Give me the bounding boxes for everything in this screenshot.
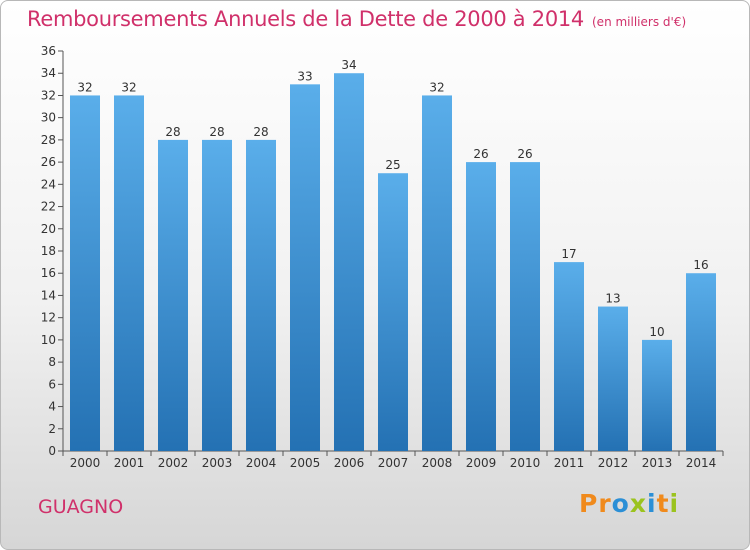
x-tick-label: 2011 [554, 456, 585, 470]
x-tick-label: 2012 [598, 456, 629, 470]
y-tick-label: 24 [41, 177, 56, 191]
y-tick-label: 32 [41, 88, 56, 102]
logo-letter: x [629, 489, 647, 518]
y-tick-label: 36 [41, 44, 56, 58]
y-tick-label: 18 [41, 244, 56, 258]
bar-2003 [202, 139, 232, 451]
x-tick-label: 2004 [246, 456, 277, 470]
bar-2000 [70, 95, 100, 451]
bar-2009 [466, 162, 496, 451]
x-tick-label: 2002 [158, 456, 189, 470]
bar-2010 [510, 162, 540, 451]
data-label-2007: 25 [385, 158, 400, 172]
x-tick-label: 2007 [378, 456, 409, 470]
logo-letter: o [611, 489, 630, 518]
data-label-2010: 26 [517, 147, 532, 161]
y-tick-label: 4 [48, 400, 56, 414]
commune-name: GUAGNO [38, 496, 124, 518]
data-label-2006: 34 [341, 58, 356, 72]
data-label-2011: 17 [561, 247, 576, 261]
bar-series: 32 32 28 28 28 33 34 25 32 26 26 17 13 10 16 [70, 58, 716, 451]
logo-letter: r [598, 489, 612, 518]
chart-unit: (en milliers d'€) [592, 15, 687, 29]
y-tick-label: 26 [41, 155, 56, 169]
x-tick-label: 2006 [334, 456, 365, 470]
x-axis: 2000 2001 2002 2003 2004 2005 2006 2007 2008 2009… [62, 450, 724, 470]
x-tick-label: 2013 [642, 456, 673, 470]
y-tick-label: 0 [48, 444, 56, 458]
logo-letter: i [647, 489, 657, 518]
x-tick-label: 2008 [422, 456, 453, 470]
data-label-2001: 32 [121, 80, 136, 94]
data-label-2008: 32 [429, 80, 444, 94]
y-tick-label: 8 [48, 355, 56, 369]
bar-2013 [642, 339, 672, 451]
bar-2005 [290, 84, 320, 451]
bar-2002 [158, 139, 188, 451]
x-tick-label: 2005 [290, 456, 321, 470]
bar-2008 [422, 95, 452, 451]
bar-2014 [686, 273, 716, 451]
logo-letter: t [656, 489, 670, 518]
data-label-2012: 13 [605, 292, 620, 306]
bar-2012 [598, 306, 628, 451]
data-label-2000: 32 [77, 80, 92, 94]
y-tick-label: 6 [48, 377, 56, 391]
y-tick-label: 34 [41, 66, 56, 80]
y-tick-label: 22 [41, 200, 56, 214]
bar-2006 [334, 73, 364, 451]
bar-2004 [246, 139, 276, 451]
data-label-2013: 10 [649, 325, 664, 339]
y-tick-label: 14 [41, 288, 56, 302]
chart-title: Remboursements Annuels de la Dette de 20… [27, 7, 686, 31]
x-tick-label: 2009 [466, 456, 497, 470]
y-tick-label: 28 [41, 133, 56, 147]
data-label-2005: 33 [297, 69, 312, 83]
logo-letter: i [669, 489, 680, 518]
data-label-2002: 28 [165, 125, 180, 139]
y-tick-label: 16 [41, 266, 56, 280]
chart-title-text: Remboursements Annuels de la Dette de 20… [27, 7, 584, 31]
y-tick-label: 20 [41, 222, 56, 236]
x-tick-label: 2000 [70, 456, 101, 470]
y-tick-label: 10 [41, 333, 56, 347]
data-label-2014: 16 [693, 258, 708, 272]
y-tick-label: 12 [41, 311, 56, 325]
y-tick-label: 30 [41, 111, 56, 125]
data-label-2003: 28 [209, 125, 224, 139]
bar-2011 [554, 262, 584, 451]
x-tick-label: 2001 [114, 456, 145, 470]
y-tick-label: 2 [48, 422, 56, 436]
bar-2007 [378, 173, 408, 451]
bar-2001 [114, 95, 144, 451]
proxiti-logo: Proxiti [579, 489, 679, 518]
data-label-2004: 28 [253, 125, 268, 139]
data-label-2009: 26 [473, 147, 488, 161]
logo-letter: P [579, 489, 599, 518]
x-tick-label: 2010 [510, 456, 541, 470]
x-tick-label: 2003 [202, 456, 233, 470]
x-tick-label: 2014 [686, 456, 717, 470]
